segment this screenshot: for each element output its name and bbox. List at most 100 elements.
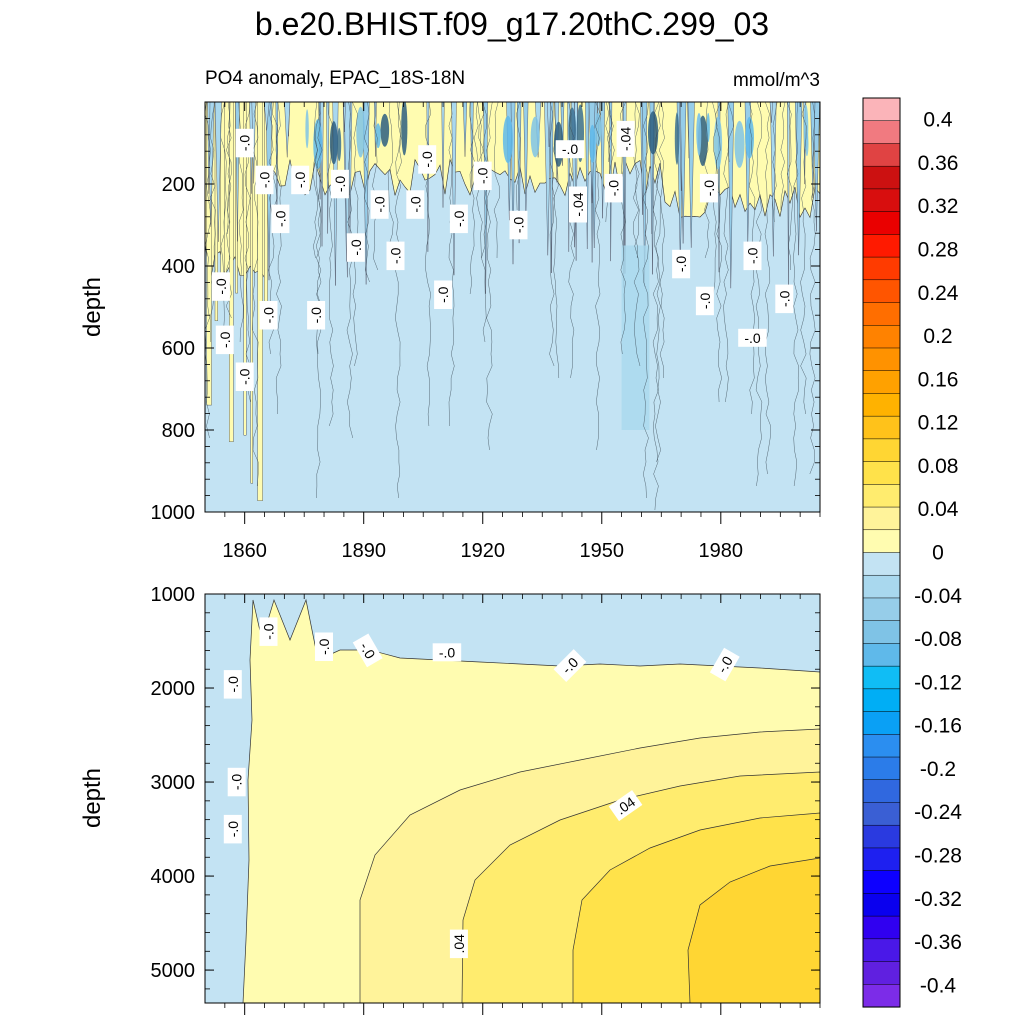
upper-contour-line: [205, 102, 211, 439]
upper-contour-line: [723, 102, 729, 403]
contour-label-text: -.0: [357, 639, 379, 661]
upper-negative-streak: [812, 102, 820, 232]
y-tick-label: 400: [162, 256, 195, 278]
contour-label: -.0: [291, 165, 310, 195]
upper-strong-anomaly: [805, 132, 809, 157]
colorbar-tick-label: -0.28: [914, 845, 962, 868]
upper-ylabel: depth: [79, 277, 106, 337]
contour-label: -.0: [235, 128, 254, 158]
contour-label-box: [315, 632, 333, 662]
upper-contour-line: [764, 102, 771, 475]
contour-label: -.0: [406, 190, 425, 219]
contour-label-box: [223, 814, 242, 844]
lower-band-4: [687, 857, 820, 1003]
contour-label-text: -.0: [435, 286, 451, 303]
upper-contour-line: [352, 102, 359, 367]
contour-label-text: -.0: [562, 141, 579, 157]
contour-label-box: [271, 204, 290, 234]
contour-label: -.0: [449, 204, 468, 234]
contour-label-box: [553, 649, 587, 682]
colorbar-swatch: [862, 756, 901, 781]
upper-negative-streak: [769, 102, 773, 123]
colorbar-tick-label: -0.16: [914, 715, 962, 738]
contour-label-text: -.0: [714, 653, 736, 675]
contour-label: -.0: [307, 301, 326, 330]
contour-label-text: -.0: [372, 196, 388, 213]
contour-label-text: -.0: [225, 676, 241, 693]
upper-contour-line: [220, 102, 227, 355]
upper-contour-line: [595, 102, 601, 451]
contour-label: -.0: [346, 233, 365, 262]
contour-label-text: -.0: [261, 623, 277, 640]
y-tick-label: 2000: [151, 678, 196, 700]
contour-label-box: [449, 929, 468, 959]
contour-label-text: -.0: [419, 151, 435, 168]
upper-contour-line: [658, 102, 665, 379]
upper-negative-streak: [263, 102, 270, 131]
y-tick-label: 200: [162, 174, 195, 196]
upper-strong-anomaly: [329, 121, 338, 165]
upper-contour-line: [372, 102, 379, 271]
colorbar-swatch: [862, 824, 901, 849]
contour-label-text: -.0: [308, 307, 324, 324]
upper-strong-anomaly: [648, 111, 659, 155]
contour-label-box: [386, 241, 405, 271]
contour-label-text: -.0: [745, 247, 761, 264]
upper-contour-line: [633, 102, 641, 367]
upper-contour-line: [755, 102, 763, 487]
contour-label: -.0: [509, 210, 528, 240]
colorbar-swatch: [862, 256, 901, 281]
contour-label: -.0: [259, 301, 278, 330]
colorbar-swatch: [862, 711, 901, 735]
upper-negative-streak: [687, 102, 695, 248]
contour-label-box: [555, 140, 585, 159]
upper-negative-streak: [727, 102, 735, 289]
contour-label: -.0: [743, 241, 762, 271]
lower-panel-frame: [204, 593, 821, 1004]
lower-panel: -.0-.0 -.0 -.0-.0 -.0-.0-.0-.0.04.04 100020…: [79, 584, 821, 1015]
colorbar-tick-label: -0.2: [920, 758, 956, 781]
x-tick-label: 1890: [341, 540, 386, 562]
colorbar-swatch: [862, 279, 901, 304]
upper-strong-anomaly: [356, 106, 365, 158]
contour-label-text: -.0: [316, 638, 332, 655]
panel-subtitle-left: PO4 anomaly, EPAC_18S-18N: [205, 68, 465, 89]
upper-contour-line: [516, 102, 521, 211]
colorbar-tick-label: 0: [932, 542, 944, 565]
upper-contour-line: [469, 102, 475, 295]
colorbar-swatch: [862, 347, 901, 372]
contour-label-box: [699, 173, 718, 203]
contour-label: -.0: [235, 362, 254, 392]
contour-label: -.0: [473, 161, 492, 191]
upper-negative-streak: [451, 102, 457, 276]
contour-label-box: [291, 165, 310, 195]
contour-label-text: -.0: [511, 217, 527, 234]
contour-label-box: [743, 241, 762, 271]
colorbar-tick-label: 0.2: [923, 325, 952, 348]
contour-label-text: -.04: [618, 127, 634, 151]
upper-contour-line: [727, 102, 735, 163]
contour-label-box: [418, 145, 437, 174]
y-tick-label: 4000: [151, 866, 196, 888]
upper-panel-frame: [204, 101, 821, 513]
contour-label-box: [434, 280, 453, 310]
contour-label-text: -.0: [701, 180, 717, 197]
upper-contour-line: [387, 102, 394, 259]
contour-label-text: -.0: [272, 210, 288, 227]
upper-contour-line: [568, 102, 575, 379]
colorbar-swatch: [862, 165, 901, 190]
contour-label-box: [616, 120, 635, 157]
upper-contour-line: [473, 102, 479, 163]
upper-contour-line: [632, 102, 639, 259]
upper-contour-line: [553, 102, 560, 379]
colorbar-swatch: [862, 438, 901, 463]
upper-negative-streak: [343, 102, 346, 133]
upper-strong-anomaly: [401, 102, 408, 156]
upper-contour-line: [800, 102, 807, 415]
contour-label-box: [227, 767, 246, 797]
colorbar-swatch: [862, 325, 901, 349]
y-tick-label: 3000: [151, 772, 196, 794]
contour-label-box: [255, 165, 274, 195]
upper-strong-anomaly: [734, 120, 745, 168]
contour-label: -.0: [386, 241, 405, 271]
